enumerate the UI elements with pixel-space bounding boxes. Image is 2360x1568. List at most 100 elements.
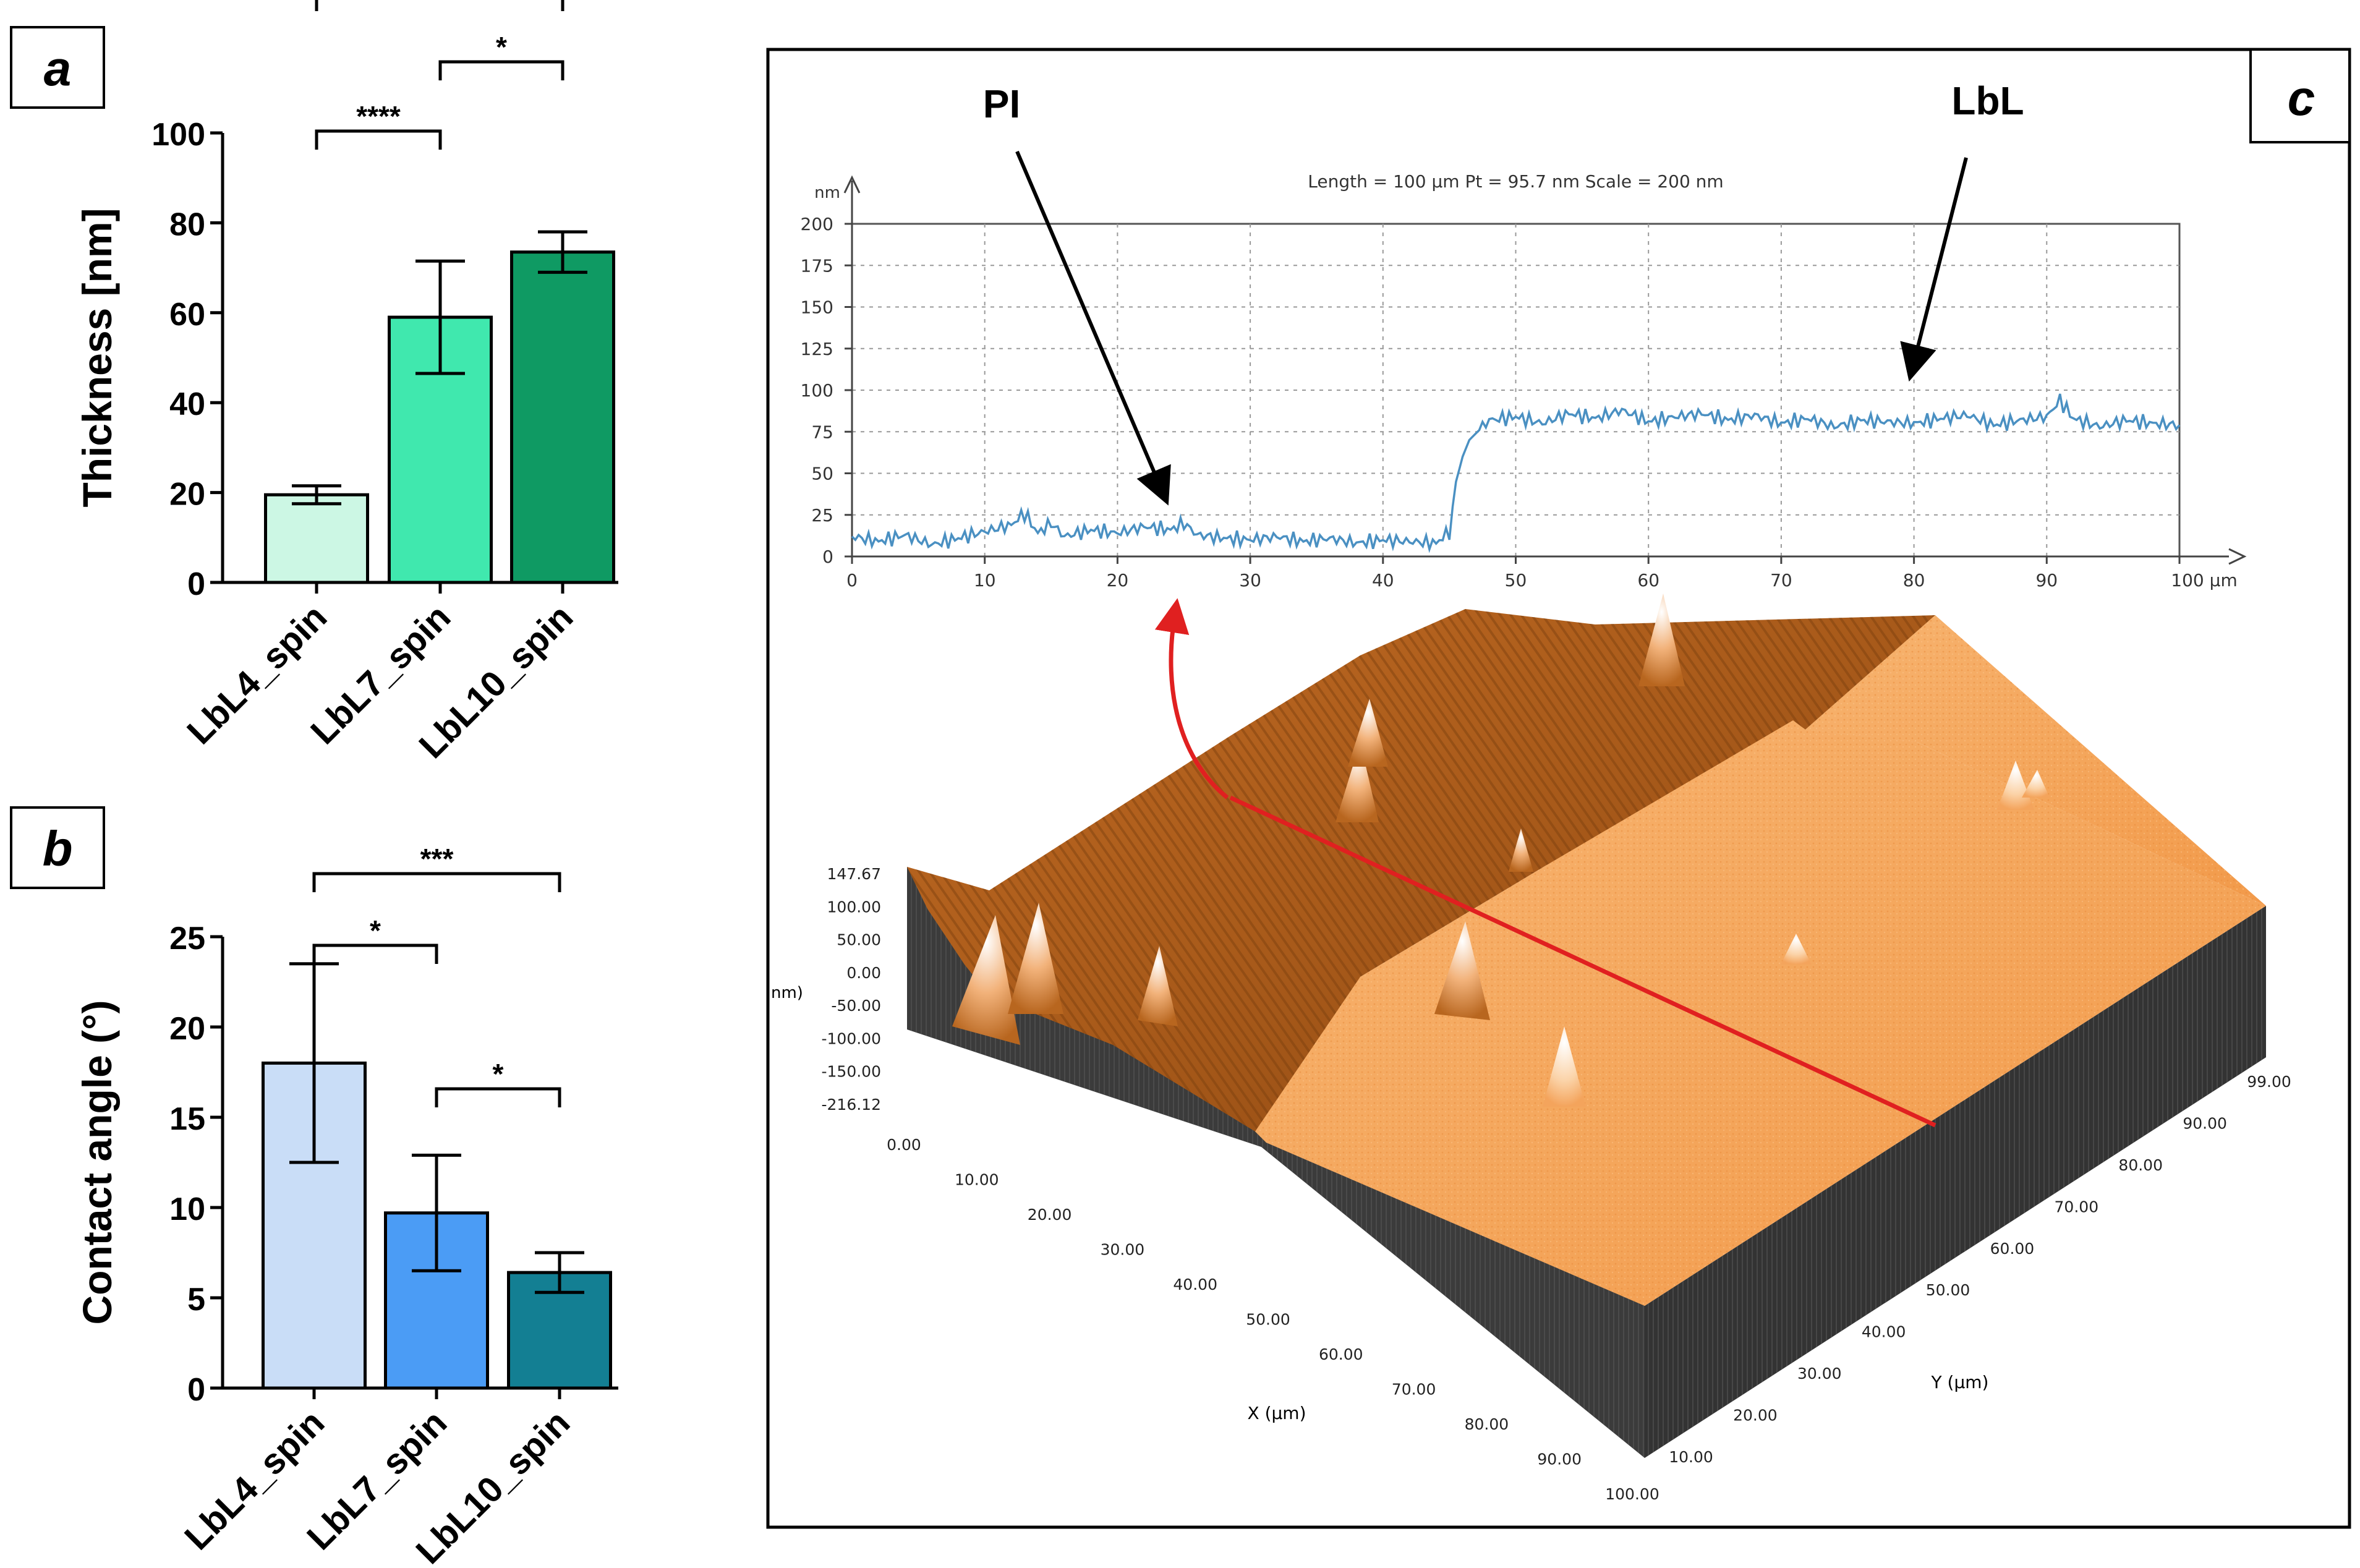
surface-z-tick-label: -216.12 <box>822 1096 882 1114</box>
surface-z-tick-label: -100.00 <box>822 1029 882 1047</box>
lbl-arrow <box>1900 157 1968 382</box>
surface-x-tick-label: 60.00 <box>1319 1345 1363 1363</box>
surface-y-tick-label: 80.00 <box>2118 1156 2163 1174</box>
profile-line <box>851 393 2181 553</box>
panel-b-label-box <box>10 806 105 889</box>
surface-x-tick-label: 80.00 <box>1465 1415 1509 1433</box>
surface-x-tick-label: 100.00 <box>1605 1485 1659 1503</box>
bar-lbl4-spin <box>264 493 369 584</box>
y-tick-label: 40 <box>169 386 205 422</box>
profile-y-tick-label: 75 <box>811 422 833 442</box>
y-tick-label: 80 <box>169 207 205 242</box>
surface-y-tick-label: 90.00 <box>2183 1114 2227 1132</box>
y-tick-label: 60 <box>169 297 205 333</box>
panel-a-label: a <box>44 41 72 96</box>
panel-b-label: b <box>43 821 73 876</box>
bar-lbl10-spin <box>510 250 615 584</box>
surface-peak <box>952 915 1020 1045</box>
y-tick-label: 0 <box>187 566 205 602</box>
surface-y-title: Y (µm) <box>1931 1372 1989 1392</box>
profile-x-tick-label: 0 <box>846 570 858 590</box>
significance-bracket <box>315 0 564 11</box>
panel-c: c nm Length = 100 µm Pt = 95.7 nm Scale =… <box>766 48 2351 1529</box>
pi-arrow <box>1015 150 1171 506</box>
surface-y-tick-label: 60.00 <box>1990 1240 2035 1258</box>
surface-y-tick-label: 10.00 <box>1669 1448 1713 1466</box>
y-tick-label: 5 <box>187 1282 205 1318</box>
surface-x-tick-label: 30.00 <box>1101 1241 1145 1259</box>
significance-label: * <box>493 1058 504 1090</box>
y-tick-label: 25 <box>169 921 205 957</box>
profile-y-tick-label: 25 <box>811 505 833 526</box>
surface-z-tick-label: 0.00 <box>846 964 881 982</box>
surface-y-tick-label: 70.00 <box>2055 1198 2099 1216</box>
panel-a-label-box <box>10 26 105 109</box>
surface-y-tick-label: 99.00 <box>2247 1073 2291 1091</box>
y-axis-title: Contact angle (°) <box>74 1000 120 1324</box>
profile-y-tick-label: 50 <box>811 464 833 484</box>
surface-peak <box>1638 594 1685 686</box>
profile-x-tick-label: 70 <box>1770 570 1792 590</box>
significance-label: * <box>370 914 381 947</box>
panel-c-label-box <box>2249 48 2351 143</box>
profile-x-arrowhead <box>2228 548 2247 565</box>
profile-y-tick-label: 200 <box>801 214 833 234</box>
afm-surface-3d <box>907 594 2266 1458</box>
profile-x-tick-label: 20 <box>1107 570 1129 590</box>
profile-x-tick-label: 50 <box>1505 570 1527 590</box>
surface-x-tick-label: 50.00 <box>1246 1311 1290 1329</box>
surface-y-axis: 10.00 20.00 30.00 40.00 50.00 60.00 70.00 80.00… <box>1669 1073 2291 1466</box>
surface-x-tick-label: 10.00 <box>955 1171 999 1189</box>
significance-bracket <box>315 129 442 150</box>
profile-x-tick-label: 80 <box>1903 570 1925 590</box>
profile-x-tick-label: 100 µm <box>2171 570 2237 590</box>
profile-y-tick-label: 125 <box>801 339 833 359</box>
profile-y-tick-label: 100 <box>801 380 833 401</box>
surface-x-axis: 0.00 10.00 20.00 30.00 40.00 50.00 60.00 70.00 8… <box>887 1136 1659 1503</box>
surface-y-tick-label: 30.00 <box>1797 1365 1842 1383</box>
surface-y-tick-label: 50.00 <box>1926 1281 1970 1299</box>
surface-peak <box>1348 699 1388 767</box>
surface-x-tick-label: 0.00 <box>887 1136 921 1154</box>
y-tick-label: 20 <box>169 477 205 513</box>
significance-bracket <box>438 60 564 80</box>
significance-bracket <box>312 944 438 964</box>
surface-z-tick-label: -150.00 <box>822 1063 882 1081</box>
profile-chart: nm Length = 100 µm Pt = 95.7 nm Scale = 2… <box>801 171 2247 590</box>
profile-arrow <box>1154 598 1229 799</box>
profile-title: Length = 100 µm Pt = 95.7 nm Scale = 200… <box>1308 171 1723 192</box>
profile-x-tick-label: 30 <box>1239 570 1261 590</box>
surface-z-tick-label: 147.67 <box>827 865 881 883</box>
pi-annotation: PI <box>983 82 1020 126</box>
surface-peak <box>2022 770 2050 798</box>
significance-bracket <box>435 1087 561 1107</box>
profile-y-tick-label: 150 <box>801 297 833 318</box>
profile-y-tick-label: 0 <box>822 547 833 567</box>
surface-peak <box>1138 946 1178 1026</box>
surface-z-tick-label: 50.00 <box>837 931 881 949</box>
significance-label: *** <box>420 843 454 875</box>
surface-z-unit: nm) <box>771 984 803 1002</box>
y-tick-label: 10 <box>169 1191 205 1227</box>
surface-y-tick-label: 40.00 <box>1862 1323 1906 1341</box>
surface-z-axis: 147.67 100.00 50.00 0.00 -50.00 -100.00 -150.0… <box>822 865 882 1114</box>
profile-y-unit: nm <box>814 184 840 202</box>
surface-peak <box>1434 921 1490 1020</box>
profile-y-tick-label: 175 <box>801 255 833 276</box>
y-tick-label: 15 <box>169 1101 205 1137</box>
y-axis-title: Thickness [nm] <box>74 208 120 507</box>
profile-x-tick-label: 90 <box>2035 570 2058 590</box>
profile-cut-line <box>1229 795 1936 1128</box>
profile-x-tick-label: 10 <box>974 570 996 590</box>
surface-x-tick-label: 90.00 <box>1537 1451 1582 1468</box>
y-tick-label: 20 <box>169 1011 205 1047</box>
surface-peak <box>1335 742 1379 822</box>
surface-x-tick-label: 70.00 <box>1392 1381 1436 1399</box>
significance-label: **** <box>356 100 401 132</box>
surface-peak <box>1543 1026 1586 1107</box>
surface-x-tick-label: 20.00 <box>1028 1206 1072 1224</box>
surface-peak <box>1781 934 1812 965</box>
surface-x-tick-label: 40.00 <box>1173 1276 1217 1293</box>
significance-bracket <box>312 872 561 892</box>
